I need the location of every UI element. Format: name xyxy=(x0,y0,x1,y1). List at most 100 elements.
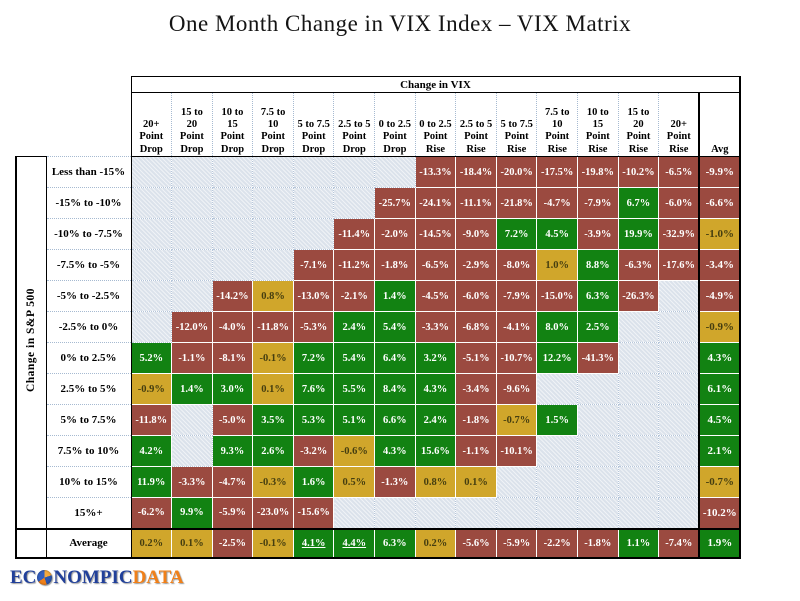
matrix-cell: -24.1% xyxy=(414,187,457,219)
col-header: 2.5 to 5 Point Rise xyxy=(455,92,497,157)
matrix-cell: -13.0% xyxy=(292,280,335,312)
matrix-cell: 9.3% xyxy=(211,435,254,467)
col-avg-cell: -2.2% xyxy=(536,527,579,559)
matrix-cell: 2.4% xyxy=(333,311,376,343)
col-header: 2.5 to 5 Point Drop xyxy=(333,92,376,157)
matrix-cell: -4.7% xyxy=(211,466,254,498)
matrix-cell: -32.9% xyxy=(658,218,700,250)
row-avg-cell: -0.7% xyxy=(698,466,742,498)
matrix-cell xyxy=(171,187,213,219)
matrix-cell: 7.2% xyxy=(292,342,335,374)
row-header: Less than -15% xyxy=(45,156,132,188)
matrix-cell: 4.5% xyxy=(536,218,579,250)
col-header: 7.5 to 10 Point Rise xyxy=(536,92,579,157)
col-avg-cell: 4.4% xyxy=(333,527,376,559)
matrix-cell: 11.9% xyxy=(130,466,173,498)
matrix-cell: 5.5% xyxy=(333,373,376,405)
matrix-cell xyxy=(171,280,213,312)
matrix-cell: -2.9% xyxy=(455,249,497,281)
matrix-cell: -1.3% xyxy=(374,466,416,498)
row-header: -5% to -2.5% xyxy=(45,280,132,312)
matrix-cell: -15.6% xyxy=(292,497,335,529)
matrix-cell xyxy=(495,497,538,529)
matrix-cell: -6.2% xyxy=(130,497,173,529)
matrix-cell: -4.5% xyxy=(414,280,457,312)
col-header: 7.5 to 10 Point Drop xyxy=(252,92,294,157)
row-header: -10% to -7.5% xyxy=(45,218,132,250)
vix-matrix-table: Change in VIX 20+ Point Drop 15 to 20 Point Dro… xyxy=(15,76,742,559)
matrix-cell: 5.3% xyxy=(292,404,335,436)
matrix-cell: -11.1% xyxy=(455,187,497,219)
matrix-cell: -15.0% xyxy=(536,280,579,312)
matrix-cell: -6.5% xyxy=(414,249,457,281)
col-avg-cell: -7.4% xyxy=(658,527,700,559)
row-avg-cell: -3.4% xyxy=(698,249,742,281)
col-header: 5 to 7.5 Point Rise xyxy=(495,92,538,157)
matrix-cell: 12.2% xyxy=(536,342,579,374)
col-avg-cell: 0.2% xyxy=(414,527,457,559)
matrix-cell: 2.6% xyxy=(252,435,294,467)
col-avg-cell: -0.1% xyxy=(252,527,294,559)
matrix-cell xyxy=(130,249,173,281)
matrix-cell: -6.0% xyxy=(455,280,497,312)
col-header: 0 to 2.5 Point Drop xyxy=(374,92,416,157)
matrix-cell xyxy=(617,466,660,498)
matrix-cell: 15.6% xyxy=(414,435,457,467)
matrix-cell: -1.1% xyxy=(455,435,497,467)
matrix-cell: -3.4% xyxy=(455,373,497,405)
matrix-cell: 0.1% xyxy=(455,466,497,498)
matrix-cell: -1.8% xyxy=(374,249,416,281)
row-avg-cell: -6.6% xyxy=(698,187,742,219)
matrix-cell xyxy=(374,156,416,188)
matrix-cell: -3.3% xyxy=(414,311,457,343)
logo-text-data: DATA xyxy=(132,567,184,588)
matrix-cell: -13.3% xyxy=(414,156,457,188)
row-group-label: Change in S&P 500 xyxy=(15,156,47,530)
matrix-cell: 0.1% xyxy=(252,373,294,405)
spacer xyxy=(16,76,131,93)
col-avg-cell: -5.9% xyxy=(495,527,538,559)
matrix-cell: -6.3% xyxy=(617,249,660,281)
matrix-cell xyxy=(617,404,660,436)
matrix-cell xyxy=(617,311,660,343)
col-header: 20+ Point Drop xyxy=(130,92,173,157)
matrix-cell: -11.8% xyxy=(130,404,173,436)
col-avg-cell: -5.6% xyxy=(455,527,497,559)
matrix-cell: -0.3% xyxy=(252,466,294,498)
matrix-cell: -11.8% xyxy=(252,311,294,343)
matrix-cell: -17.5% xyxy=(536,156,579,188)
matrix-cell xyxy=(658,466,700,498)
row-header: -15% to -10% xyxy=(45,187,132,219)
matrix-cell xyxy=(252,156,294,188)
matrix-cell: -7.9% xyxy=(577,187,619,219)
matrix-cell xyxy=(171,218,213,250)
col-group-label: Change in VIX xyxy=(130,76,742,93)
row-avg-cell: -1.0% xyxy=(698,218,742,250)
matrix-cell xyxy=(211,218,254,250)
matrix-cell: 6.7% xyxy=(617,187,660,219)
matrix-cell xyxy=(617,373,660,405)
matrix-cell: 9.9% xyxy=(171,497,213,529)
matrix-cell xyxy=(252,218,294,250)
matrix-cell xyxy=(211,156,254,188)
matrix-cell xyxy=(171,435,213,467)
matrix-cell xyxy=(577,497,619,529)
matrix-cell xyxy=(130,280,173,312)
matrix-cell: 4.3% xyxy=(414,373,457,405)
spacer xyxy=(16,92,131,157)
matrix-cell: -18.4% xyxy=(455,156,497,188)
matrix-cell: 5.4% xyxy=(374,311,416,343)
matrix-cell: -7.9% xyxy=(495,280,538,312)
row-header: -2.5% to 0% xyxy=(45,311,132,343)
matrix-cell xyxy=(658,497,700,529)
row-avg-cell: 6.1% xyxy=(698,373,742,405)
matrix-cell xyxy=(658,404,700,436)
matrix-cell: -8.0% xyxy=(495,249,538,281)
matrix-cell: -25.7% xyxy=(374,187,416,219)
globe-icon xyxy=(37,570,53,585)
row-header: 10% to 15% xyxy=(45,466,132,498)
matrix-cell xyxy=(617,435,660,467)
col-avg-cell: -2.5% xyxy=(211,527,254,559)
matrix-cell: 4.2% xyxy=(130,435,173,467)
matrix-cell: 8.8% xyxy=(577,249,619,281)
